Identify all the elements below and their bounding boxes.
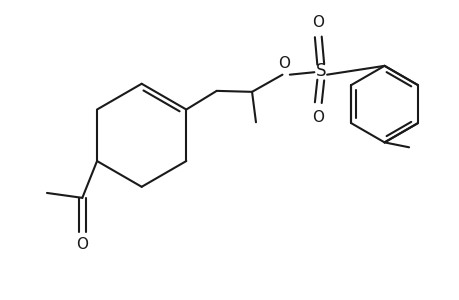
Text: O: O bbox=[312, 110, 324, 124]
Text: O: O bbox=[277, 56, 289, 71]
Text: O: O bbox=[76, 237, 88, 252]
Text: S: S bbox=[315, 62, 325, 80]
Text: O: O bbox=[312, 15, 324, 30]
